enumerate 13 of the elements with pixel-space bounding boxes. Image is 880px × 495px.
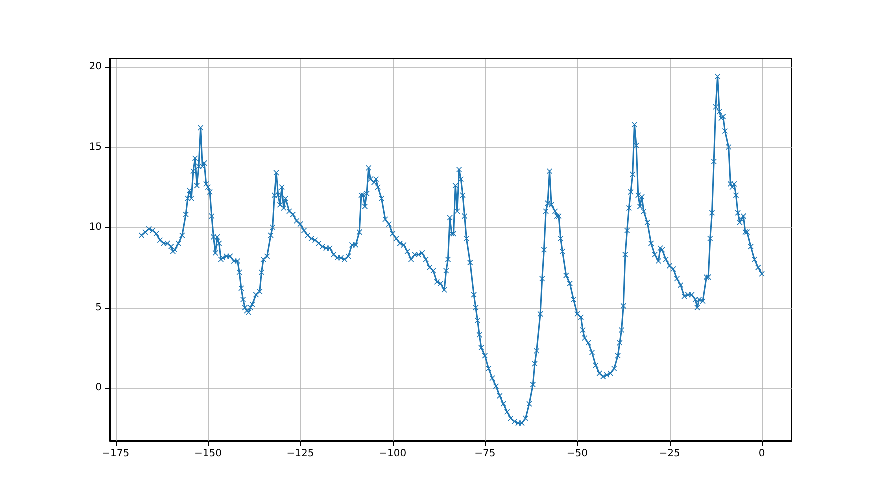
- y-tick-label: 20: [89, 62, 102, 73]
- x-tick-label: −75: [474, 448, 496, 460]
- x-tick-label: 0: [758, 448, 766, 460]
- y-tick-label: 10: [89, 222, 102, 234]
- y-tick-label: 0: [96, 382, 102, 394]
- x-tick-label: −25: [659, 448, 680, 460]
- y-tick-label: 15: [89, 142, 102, 153]
- x-tick-label: −150: [194, 448, 222, 460]
- y-tick-label: 5: [96, 302, 102, 314]
- x-tick-label: −125: [286, 448, 314, 460]
- x-tick-label: −50: [566, 448, 588, 460]
- x-tick-label: −175: [102, 448, 130, 460]
- x-tick-label: −100: [379, 448, 407, 460]
